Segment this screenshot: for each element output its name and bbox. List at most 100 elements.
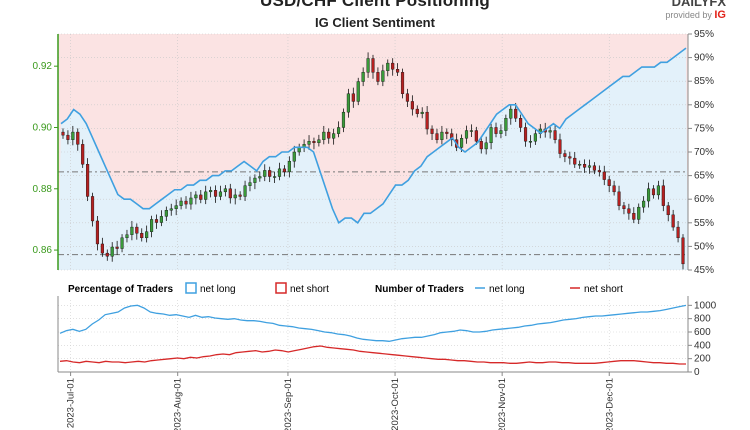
candle-body (464, 130, 469, 139)
right-tick-label: 60% (694, 194, 714, 205)
legend-pct-short-swatch (275, 282, 287, 294)
candle-body (661, 185, 665, 206)
candle-body (332, 133, 336, 139)
dailyfx-logo: DAILYFX (671, 0, 726, 9)
candle-body (61, 131, 65, 136)
candle-body (317, 139, 321, 144)
candle-body (396, 69, 400, 73)
candle-body (430, 128, 434, 134)
lower-right-tick-label: 400 (694, 340, 711, 351)
candle-body (312, 141, 316, 144)
candle-body (651, 188, 656, 196)
candle-body (597, 170, 601, 173)
lower-right-tick-label: 600 (694, 327, 711, 338)
candle-body (627, 208, 631, 214)
candle-body (145, 231, 149, 239)
candle-body (263, 170, 267, 177)
legend-num-short: net short (584, 284, 623, 295)
candle-body (110, 246, 114, 257)
x-tick-label: 2023-Aug-01 (173, 378, 184, 430)
candle-body (86, 164, 90, 197)
candle-body (199, 194, 203, 200)
candle-body (376, 72, 380, 82)
candle-body (204, 191, 208, 200)
candle-body (469, 130, 473, 132)
lower-right-tick-label: 0 (694, 367, 700, 378)
candle-body (435, 133, 439, 140)
candle-body (346, 93, 350, 113)
candle-body (292, 151, 296, 162)
ig-logo: IG (714, 9, 726, 21)
net-long-pct-line (60, 47, 687, 225)
candle-body (351, 93, 355, 102)
candle-body (150, 219, 154, 232)
candle-body (410, 101, 414, 110)
candle-body (612, 185, 616, 193)
candle-body (617, 191, 621, 206)
candle-body (282, 168, 286, 173)
candle-body (504, 118, 508, 131)
candle-body (179, 200, 183, 206)
candle-body (154, 219, 159, 223)
candle-body (120, 237, 124, 249)
candle-body (105, 252, 109, 257)
candle-body (391, 62, 395, 70)
candle-body (415, 108, 419, 114)
candle-body (361, 72, 365, 82)
x-tick-label: 2023-Nov-01 (497, 378, 508, 430)
candle-body (115, 246, 119, 249)
lower-axes: 0 200 400 600 800 1000 2023-Jul-01 2023-Aug-01 2… (57, 296, 717, 430)
candle-body (656, 185, 660, 196)
provided-by-label: provided by (665, 10, 712, 20)
candle-body (169, 208, 173, 211)
candle-body (233, 194, 237, 199)
candle-body (553, 130, 557, 140)
candle-body (558, 139, 562, 154)
candle-body (489, 127, 493, 144)
candle-body (573, 157, 577, 165)
candle-body (381, 70, 385, 82)
candle-body (519, 118, 523, 128)
net-long-percentage-line (60, 47, 687, 225)
candle-body (676, 226, 680, 239)
right-tick-label: 55% (694, 218, 714, 229)
candle-body (95, 220, 100, 245)
candle-body (479, 141, 483, 150)
candle-body (66, 134, 70, 140)
candle-body (90, 196, 95, 222)
candle-body (135, 226, 139, 234)
candle-body (209, 190, 213, 193)
candle-body (494, 127, 498, 134)
candle-body (76, 131, 80, 145)
candle-body (194, 194, 198, 199)
candle-body (440, 131, 444, 140)
candle-body (445, 131, 449, 134)
candle-body (130, 226, 134, 235)
candle-body (277, 168, 282, 177)
candle-body (578, 164, 582, 166)
candle-body (509, 108, 513, 119)
x-tick-label: 2023-Sep-01 (283, 378, 294, 430)
candle-body (632, 213, 636, 220)
candle-body (400, 72, 405, 94)
legend-pct-title: Percentage of Traders (68, 284, 173, 295)
candle-body (243, 185, 247, 197)
candle-body (602, 171, 606, 180)
net-long-count-line (59, 304, 687, 342)
trader-count-lines (59, 304, 687, 365)
left-tick-label: 0.92 (33, 61, 53, 72)
candle-body (523, 127, 528, 142)
candle-body (548, 130, 552, 133)
net-short-count-line (59, 345, 686, 365)
legend-pct-long-swatch (185, 282, 197, 294)
x-tick-label: 2023-Oct-01 (390, 378, 401, 430)
candle-body (366, 58, 370, 73)
candle-body (607, 179, 611, 186)
candle-body (258, 176, 262, 179)
candle-body (528, 141, 533, 143)
lower-gridlines (58, 300, 688, 373)
chart-title: USD/CHF Client Positioning (260, 0, 490, 10)
candle-body (563, 153, 567, 157)
candle-body (189, 197, 193, 205)
candle-body (583, 164, 587, 168)
